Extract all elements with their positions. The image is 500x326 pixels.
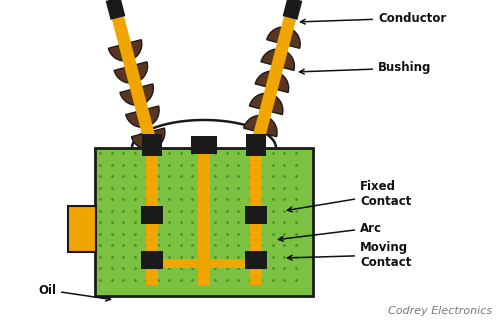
- Text: Bushing: Bushing: [300, 62, 432, 75]
- Text: Conductor: Conductor: [300, 11, 446, 24]
- Bar: [191, 136, 217, 154]
- Text: Moving
Contact: Moving Contact: [288, 241, 412, 269]
- Bar: [246, 134, 266, 156]
- Bar: [245, 206, 267, 224]
- Text: Arc: Arc: [278, 221, 382, 241]
- Wedge shape: [267, 27, 300, 48]
- Bar: [250, 150, 262, 285]
- Text: Oil: Oil: [38, 284, 111, 301]
- Wedge shape: [126, 106, 159, 127]
- Text: Codrey Electronics: Codrey Electronics: [388, 306, 492, 316]
- Wedge shape: [114, 62, 148, 83]
- Wedge shape: [255, 71, 288, 93]
- Wedge shape: [132, 128, 165, 149]
- Bar: [146, 150, 158, 285]
- Bar: [245, 251, 267, 269]
- Bar: [141, 206, 163, 224]
- Bar: [95, 148, 313, 296]
- Bar: [68, 206, 96, 252]
- Bar: [198, 150, 210, 285]
- Wedge shape: [108, 40, 142, 61]
- Wedge shape: [244, 115, 277, 137]
- Wedge shape: [120, 84, 154, 105]
- Text: Fixed
Contact: Fixed Contact: [288, 180, 412, 212]
- Wedge shape: [261, 49, 294, 70]
- Bar: [142, 134, 162, 156]
- Wedge shape: [250, 93, 283, 115]
- Bar: [141, 251, 163, 269]
- Bar: [150, 259, 258, 268]
